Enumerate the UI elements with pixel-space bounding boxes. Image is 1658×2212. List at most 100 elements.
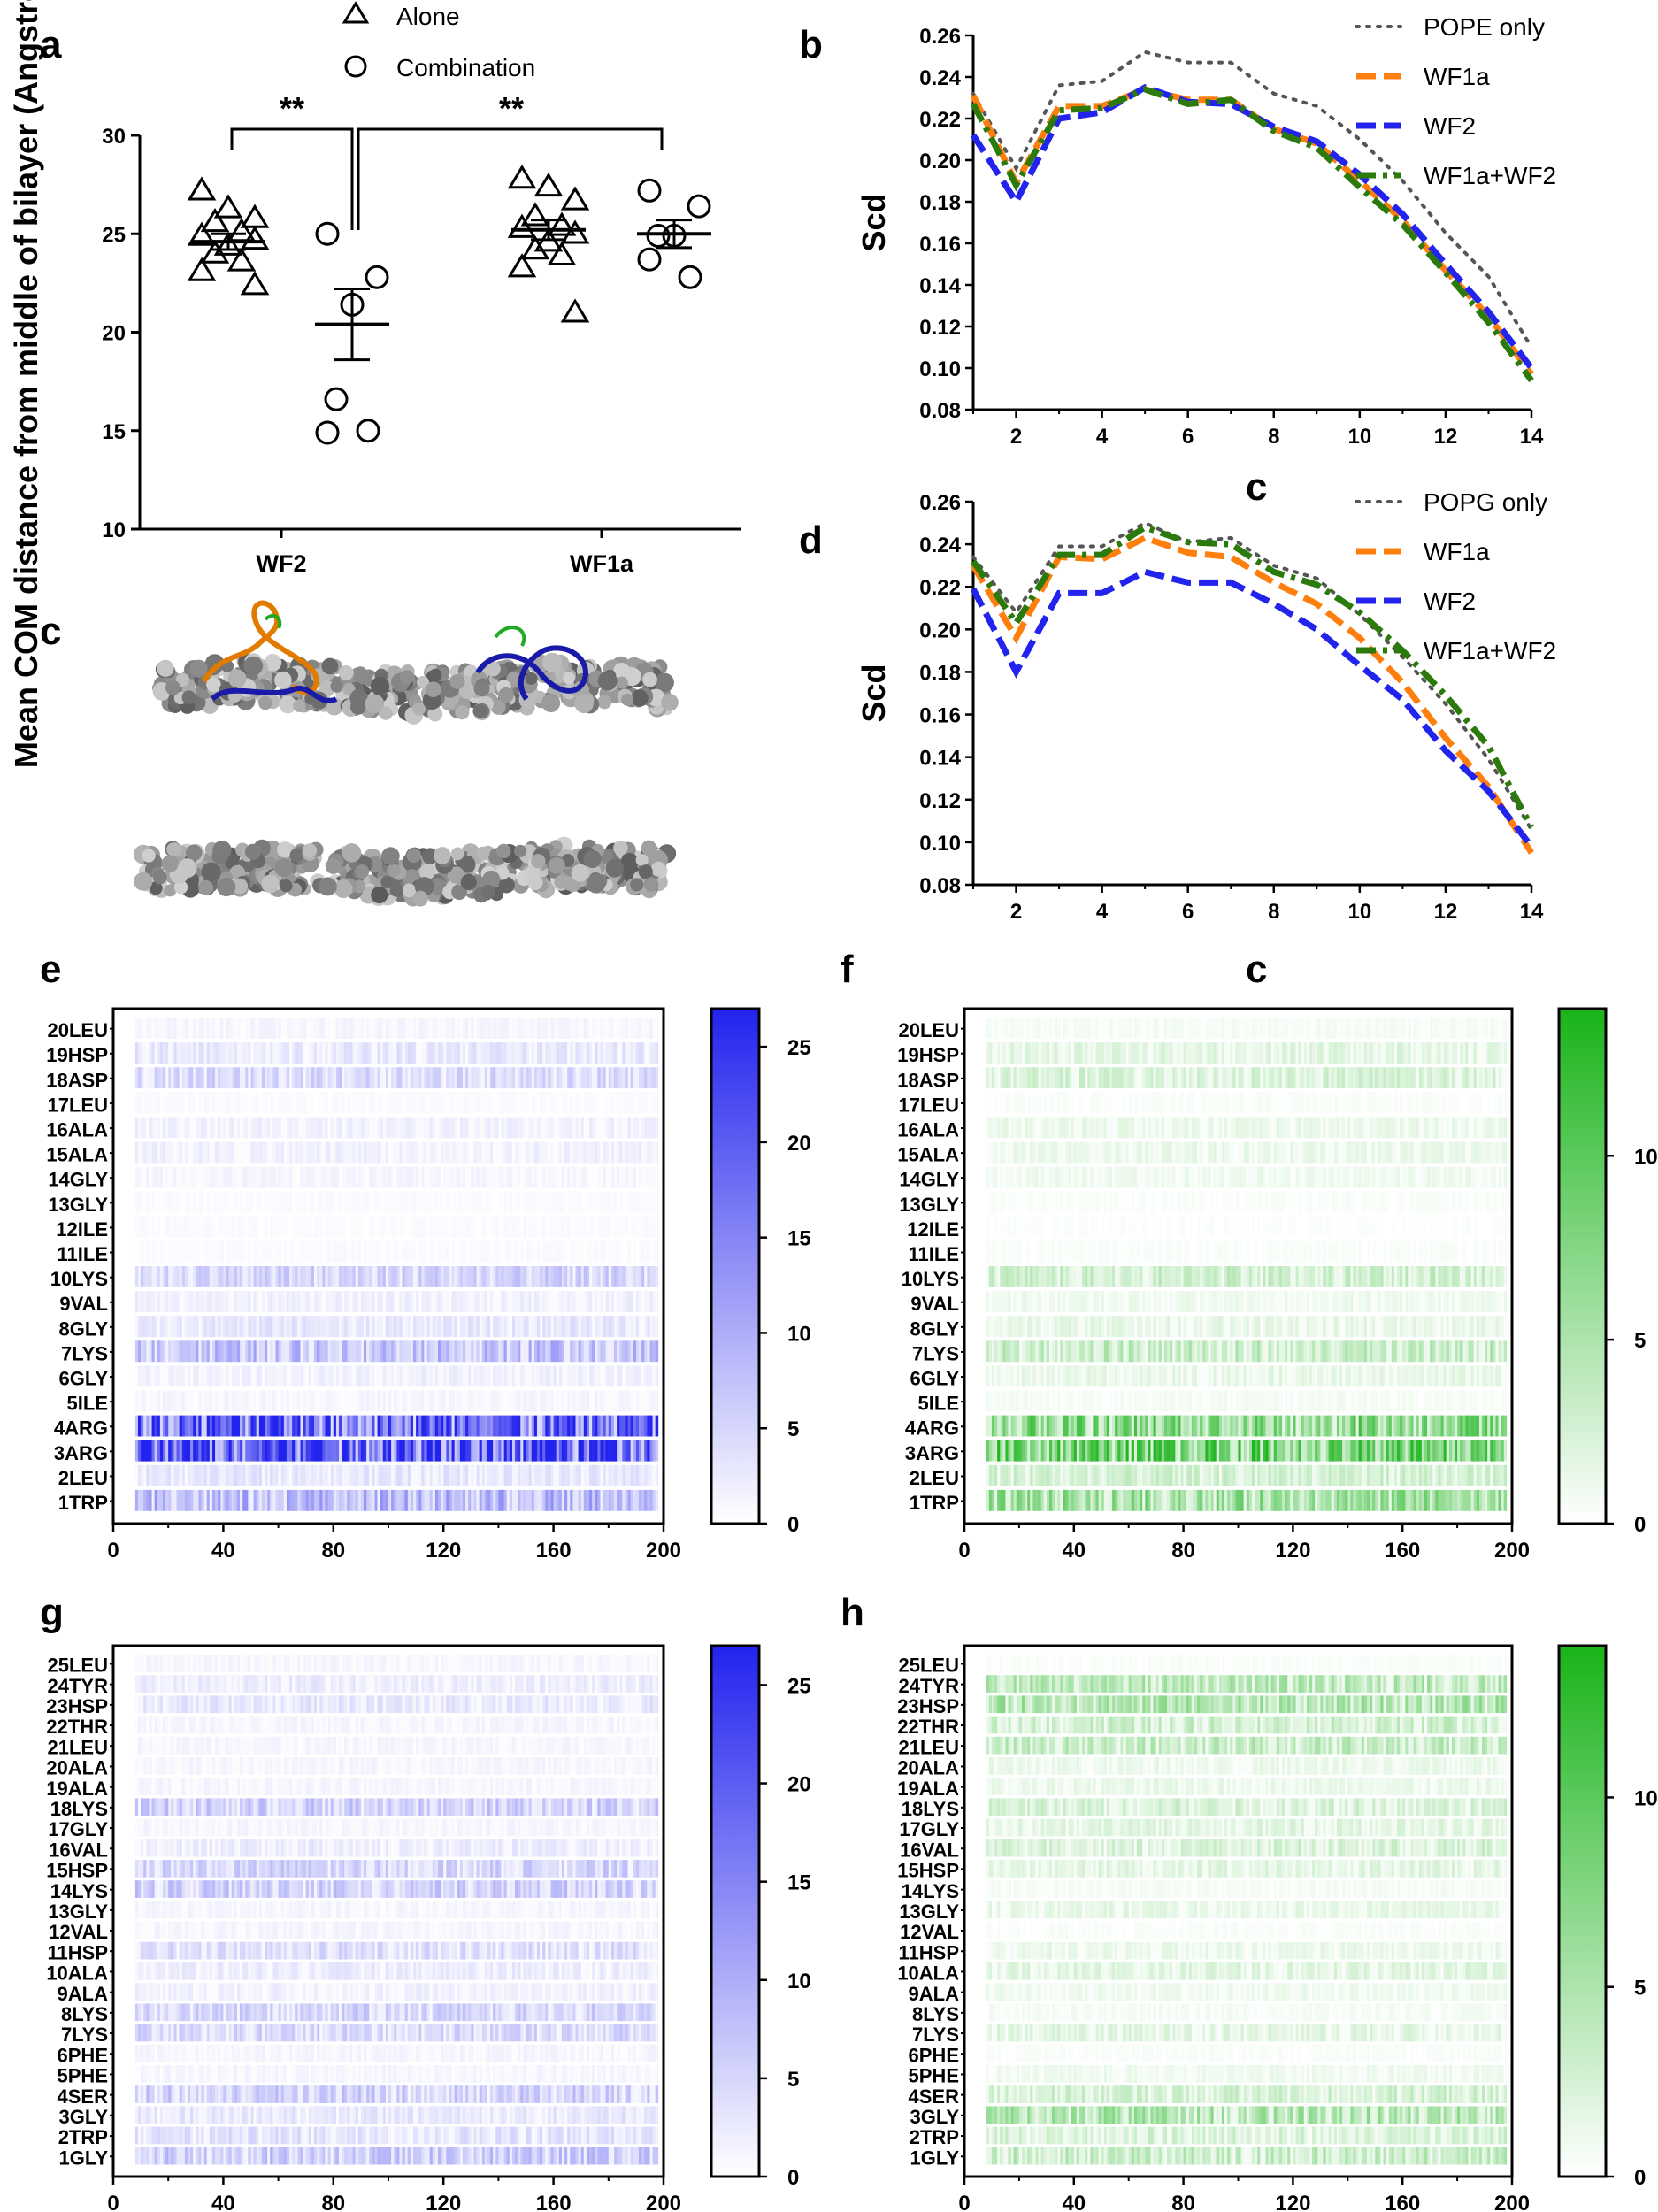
heatmap-cell xyxy=(141,1489,144,1511)
lipid-bead xyxy=(513,844,527,858)
heatmap-cell xyxy=(173,1266,177,1287)
heatmap-cell xyxy=(498,1042,502,1064)
heatmap-cell xyxy=(286,1042,290,1064)
heatmap-cell xyxy=(459,1042,464,1064)
heatmap-cell xyxy=(165,1166,169,1188)
heatmap-cell xyxy=(550,1365,554,1387)
heatmap-cell xyxy=(548,1266,551,1287)
heatmap-cell xyxy=(289,1240,293,1263)
heatmap-cell xyxy=(633,1191,637,1213)
heatmap-cell xyxy=(622,1365,626,1387)
heatmap-cell xyxy=(536,1316,541,1338)
heatmap-cell xyxy=(473,1018,477,1039)
heatmap-cell xyxy=(493,1092,496,1114)
triangle-point xyxy=(187,257,217,281)
heatmap-cell xyxy=(220,1316,224,1338)
heatmap-cell xyxy=(382,1067,387,1089)
heatmap-cell xyxy=(484,1464,488,1486)
heatmap-cell xyxy=(493,1390,496,1412)
x-tick-label: 2 xyxy=(1010,900,1022,924)
heatmap-cell xyxy=(481,1117,486,1139)
heatmap-cell xyxy=(493,1365,496,1387)
heatmap-cell xyxy=(206,1240,211,1263)
heatmap-cell xyxy=(570,1489,573,1511)
heatmap-cell xyxy=(349,1365,353,1387)
heatmap-cell xyxy=(198,1018,202,1039)
heatmap-cell xyxy=(407,1166,411,1188)
heatmap-cell xyxy=(564,1240,568,1263)
heatmap-cell xyxy=(465,1316,469,1338)
heatmap-cell xyxy=(143,1067,147,1089)
heatmap-cell xyxy=(558,1266,563,1287)
heatmap-cell xyxy=(253,1489,257,1511)
heatmap-cell xyxy=(649,1042,653,1064)
heatmap-cell xyxy=(580,1240,585,1263)
heatmap-cell xyxy=(627,1067,632,1089)
heatmap-cell xyxy=(437,1018,441,1039)
heatmap-cell xyxy=(509,1316,513,1338)
heatmap-cell xyxy=(1167,1018,1171,1039)
lipid-bead xyxy=(412,702,426,716)
heatmap-cell xyxy=(531,1464,535,1486)
heatmap-cell xyxy=(265,1415,268,1437)
heatmap-cell xyxy=(407,1042,411,1064)
heatmap-cell xyxy=(600,1092,603,1114)
heatmap-cell xyxy=(622,1464,626,1486)
row-label: 14GLY xyxy=(48,1169,108,1191)
heatmap-cell xyxy=(498,1415,502,1437)
heatmap-cell xyxy=(333,1240,337,1263)
heatmap-cell xyxy=(441,1464,444,1486)
heatmap-cell xyxy=(647,1291,650,1312)
heatmap-cell xyxy=(454,1092,458,1114)
lipid-bead xyxy=(426,681,441,697)
heatmap-cell xyxy=(476,1266,480,1287)
heatmap-cell xyxy=(1230,1018,1233,1039)
heatmap-cell xyxy=(589,1291,593,1312)
heatmap-cell xyxy=(1315,1018,1318,1039)
heatmap-cell xyxy=(297,1316,301,1338)
heatmap-cell xyxy=(211,1464,216,1486)
heatmap-cell xyxy=(289,1291,293,1312)
heatmap-cell xyxy=(605,1117,610,1139)
heatmap-cell xyxy=(319,1240,323,1263)
heatmap-cell xyxy=(143,1240,147,1263)
heatmap-cell xyxy=(240,1291,243,1312)
heatmap-cell xyxy=(231,1390,235,1412)
heatmap-cell xyxy=(570,1316,573,1338)
heatmap-cell xyxy=(1186,1018,1190,1039)
heatmap-cell xyxy=(319,1464,323,1486)
heatmap-cell xyxy=(168,1216,172,1238)
heatmap-cell xyxy=(462,1117,466,1139)
heatmap-cell xyxy=(369,1291,372,1312)
heatmap-cell xyxy=(256,1316,260,1338)
heatmap-cell xyxy=(256,1489,260,1511)
heatmap-cell xyxy=(335,1042,340,1064)
heatmap-cell xyxy=(391,1489,395,1511)
heatmap-cell xyxy=(399,1316,403,1338)
heatmap-cell xyxy=(275,1440,279,1462)
row-label: 18ASP xyxy=(46,1069,108,1091)
heatmap-cell xyxy=(649,1266,653,1287)
heatmap-cell xyxy=(261,1390,265,1412)
heatmap-cell xyxy=(342,1191,345,1213)
heatmap-cell xyxy=(473,1415,477,1437)
heatmap-cell xyxy=(479,1390,483,1412)
heatmap-cell xyxy=(209,1240,213,1263)
heatmap-cell xyxy=(394,1415,397,1437)
heatmap-cell xyxy=(410,1415,414,1437)
heatmap-cell xyxy=(567,1216,571,1238)
heatmap-cell xyxy=(176,1340,180,1363)
heatmap-cell xyxy=(388,1117,392,1139)
heatmap-cell xyxy=(570,1240,573,1263)
heatmap-cell xyxy=(625,1390,628,1412)
lipid-bead xyxy=(542,652,563,672)
heatmap-cell xyxy=(1093,1018,1096,1039)
heatmap-cell xyxy=(151,1166,156,1188)
heatmap-cell xyxy=(619,1018,623,1039)
heatmap-cell xyxy=(388,1240,392,1263)
heatmap-cell xyxy=(410,1141,414,1164)
heatmap-cell xyxy=(487,1141,491,1164)
heatmap-cell xyxy=(357,1067,362,1089)
heatmap-cell xyxy=(635,1042,640,1064)
heatmap-cell xyxy=(592,1191,595,1213)
